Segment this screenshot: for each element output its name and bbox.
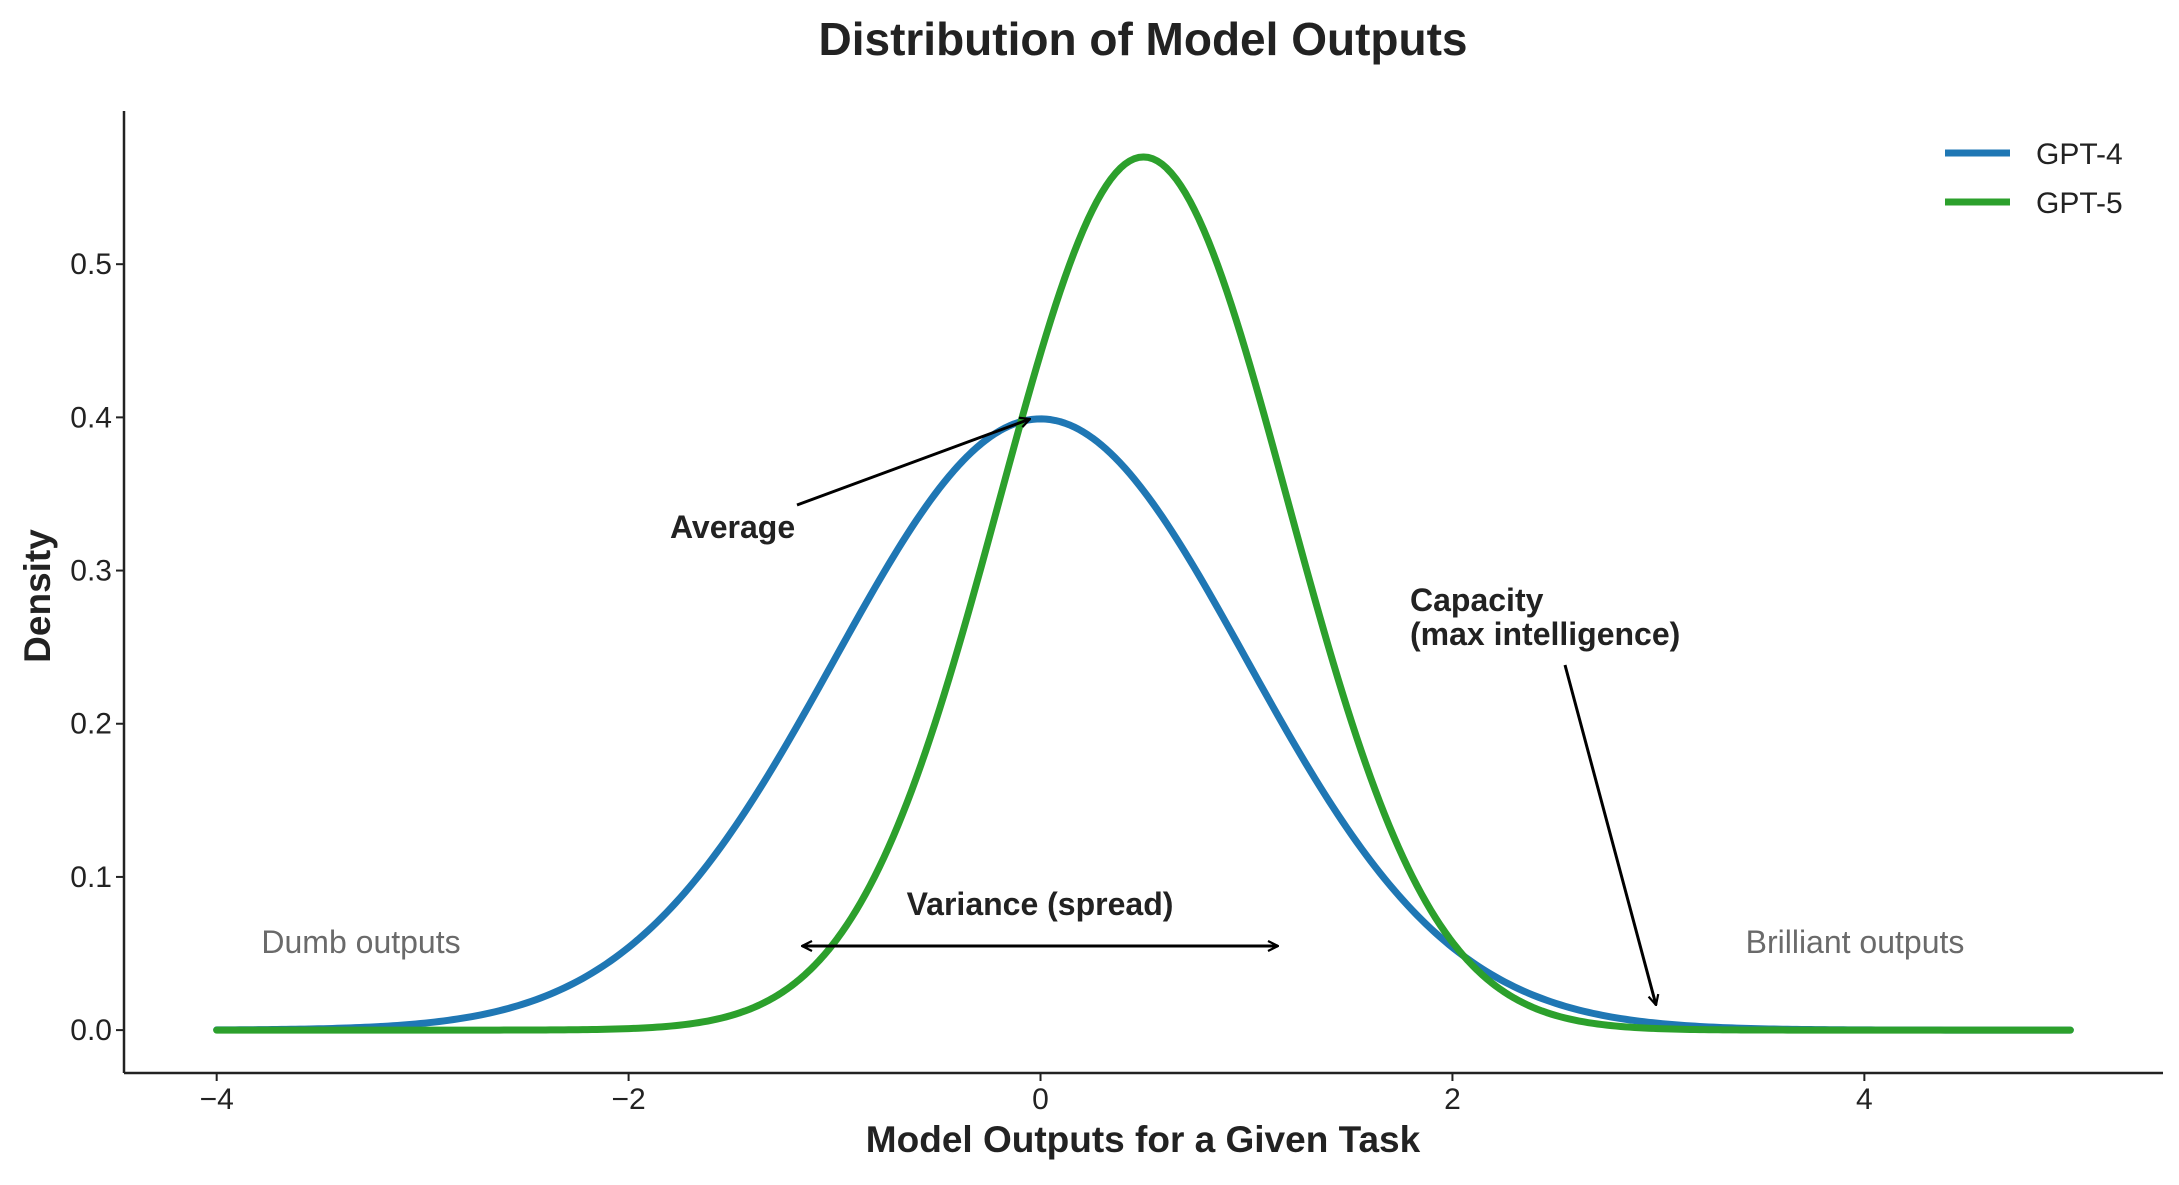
y-axis-label: Density [17, 529, 58, 663]
legend: GPT-4 GPT-5 [1945, 138, 2123, 220]
average-annotation: Average [670, 509, 795, 545]
y-tick-label: 0.1 [70, 861, 112, 894]
series-line-gpt5 [213, 153, 2074, 1034]
series-layer [213, 153, 2074, 1034]
legend-label-gpt5: GPT-5 [2036, 187, 2123, 220]
capacity-arrow [1563, 664, 1656, 1005]
x-tick-label: 0 [1032, 1083, 1049, 1116]
variance-annotation: Variance (spread) [907, 886, 1174, 922]
legend-label-gpt4: GPT-4 [2036, 138, 2123, 171]
average-arrow [796, 419, 1030, 507]
x-tick-label: 2 [1444, 1083, 1461, 1116]
x-tick-label: −2 [611, 1083, 645, 1116]
capacity-annotation-line1: Capacity [1410, 582, 1544, 618]
y-tick-label: 0.4 [70, 401, 112, 434]
x-tick-label: −4 [200, 1083, 234, 1116]
brilliant-outputs-annotation: Brilliant outputs [1746, 924, 1965, 960]
x-axis-label: Model Outputs for a Given Task [866, 1119, 1421, 1160]
x-tick-label: 4 [1856, 1083, 1873, 1116]
y-tick-label: 0.0 [70, 1014, 112, 1047]
capacity-annotation-line2: (max intelligence) [1410, 616, 1680, 652]
y-ticks: 0.0 0.1 0.2 0.3 0.4 0.5 [70, 248, 124, 1047]
y-tick-label: 0.3 [70, 555, 112, 588]
y-tick-label: 0.5 [70, 248, 112, 281]
dumb-outputs-annotation: Dumb outputs [261, 924, 460, 960]
x-ticks: −4 −2 0 2 4 [200, 1073, 1873, 1116]
chart-title: Distribution of Model Outputs [818, 13, 1467, 65]
y-tick-label: 0.2 [70, 708, 112, 741]
